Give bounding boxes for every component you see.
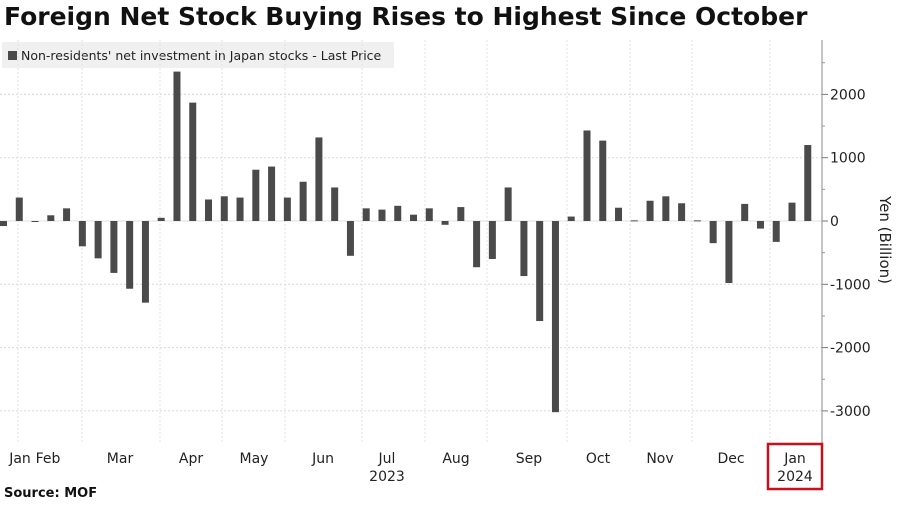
- y-tick-label: -1000: [830, 277, 871, 293]
- x-tick-label: Jan: [783, 451, 806, 467]
- bar: [283, 197, 291, 221]
- y-tick-label: -2000: [830, 341, 871, 357]
- bar: [488, 221, 496, 259]
- bar: [772, 221, 780, 242]
- bar: [0, 221, 7, 227]
- bar: [615, 207, 623, 221]
- x-tick-label: Aug: [442, 451, 469, 467]
- bar: [756, 221, 764, 229]
- bar: [646, 200, 654, 221]
- bar: [346, 221, 354, 256]
- bar: [78, 221, 86, 247]
- bar: [362, 208, 370, 221]
- x-tick-label: Jun: [311, 451, 334, 467]
- x-tick-label: Feb: [36, 451, 61, 467]
- bar: [236, 197, 244, 221]
- bar: [394, 205, 402, 221]
- bar: [126, 221, 134, 289]
- bar: [741, 203, 749, 221]
- bar: [268, 166, 276, 221]
- bar: [567, 216, 575, 221]
- legend-swatch: [8, 50, 17, 60]
- bar: [457, 207, 465, 221]
- bar: [520, 221, 528, 277]
- bar: [315, 137, 323, 221]
- bar: [189, 102, 197, 221]
- x-tick-sublabel: 2023: [369, 469, 405, 485]
- bar: [63, 208, 71, 221]
- chart-title: Foreign Net Stock Buying Rises to Highes…: [4, 2, 808, 31]
- x-tick-label: Sep: [516, 451, 543, 467]
- bar: [693, 220, 701, 222]
- x-tick-label: Jul: [378, 451, 396, 467]
- highlight-box: [766, 442, 824, 491]
- x-tick-label: May: [240, 451, 269, 467]
- bar: [410, 214, 418, 221]
- x-tick-label: Nov: [646, 451, 673, 467]
- bar: [299, 181, 307, 221]
- bar: [173, 71, 181, 221]
- bar: [141, 221, 149, 303]
- x-tick-label: Oct: [586, 451, 611, 467]
- bar: [504, 187, 512, 221]
- bars: [0, 71, 812, 413]
- bar: [110, 221, 118, 273]
- y-tick-label: -3000: [830, 404, 871, 420]
- bar: [157, 217, 165, 221]
- bar: [551, 221, 559, 413]
- source-note: Source: MOF: [4, 486, 98, 501]
- bar: [252, 169, 260, 221]
- bar: [15, 197, 23, 221]
- x-tick-label: Apr: [179, 451, 203, 467]
- bar: [630, 220, 638, 222]
- legend: Non-residents' net investment in Japan s…: [2, 42, 394, 68]
- y-tick-label: 0: [830, 214, 839, 230]
- y-tick-label: 2000: [830, 87, 866, 103]
- legend-label: Non-residents' net investment in Japan s…: [21, 47, 382, 63]
- bar: [205, 199, 213, 221]
- bar: [788, 202, 796, 221]
- x-tick-sublabel: 2024: [777, 469, 813, 485]
- bar: [31, 221, 39, 222]
- bar: [425, 208, 433, 221]
- bar: [473, 221, 481, 268]
- bar: [331, 187, 339, 221]
- y-axis: 2000 1000 0 -1000 -2000 -3000: [821, 40, 871, 446]
- bar: [378, 209, 386, 221]
- bar: [536, 221, 544, 322]
- bar: [662, 196, 670, 221]
- bar: [94, 221, 102, 259]
- bar: [725, 221, 733, 284]
- x-tick-label: Mar: [107, 451, 134, 467]
- y-tick-label: 1000: [830, 151, 866, 167]
- bar: [47, 215, 55, 221]
- bar: [804, 145, 812, 221]
- x-tick-label: Jan: [8, 451, 31, 467]
- bar: [678, 203, 686, 221]
- y-axis-label: Yen (Billion): [876, 195, 894, 284]
- bar: [220, 196, 228, 221]
- x-tick-label: Dec: [717, 451, 744, 467]
- bar: [599, 140, 607, 221]
- gridlines: [0, 40, 822, 442]
- bar: [441, 221, 449, 225]
- bar: [583, 130, 591, 221]
- x-axis: Jan Feb Mar Apr May Jun Jul 2023 Aug Sep Oct Nov Dec…: [8, 442, 824, 491]
- bar: [709, 221, 717, 244]
